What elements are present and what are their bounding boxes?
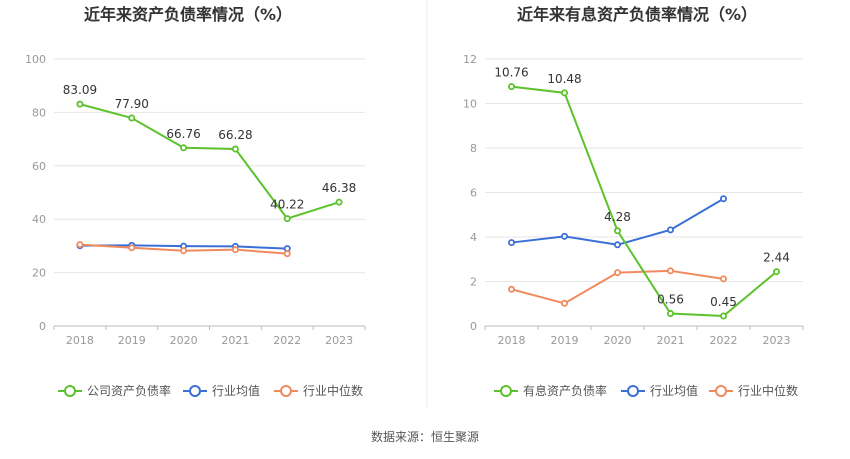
data-point (335, 198, 343, 206)
data-label: 46.38 (322, 181, 356, 195)
legend-label: 行业中位数 (738, 383, 798, 398)
y-tick-label: 20 (32, 267, 46, 280)
chart-panel-2: 近年来有息资产负债率情况（%） 0 2 4 6 8 10 12 2018 2019 2020 2021… (463, 5, 804, 398)
x-tick-label: 2020 (604, 334, 632, 347)
data-source-label: 数据来源：恒生聚源 (370, 430, 479, 444)
data-point (231, 145, 239, 153)
y-tick-label: 8 (470, 142, 477, 155)
legend-label: 行业均值 (650, 383, 698, 398)
data-point (507, 239, 515, 247)
series-line-1 (511, 85, 778, 318)
y-tick-label: 6 (470, 187, 477, 200)
y-tick-label: 40 (32, 213, 46, 226)
data-label: 66.76 (166, 127, 200, 141)
legend-marker (715, 385, 727, 397)
data-label: 77.90 (115, 97, 149, 111)
y-tick-label: 0 (39, 320, 46, 333)
legend-marker (189, 385, 201, 397)
legend-item-2[interactable]: 行业均值 (183, 383, 260, 398)
legend-label: 公司资产负债率 (87, 383, 171, 398)
legend-marker (280, 385, 292, 397)
data-label: 10.76 (494, 66, 528, 80)
data-point (667, 310, 675, 318)
legend-marker (500, 385, 512, 397)
data-label: 83.09 (63, 83, 97, 97)
data-point (667, 267, 675, 275)
y-tick-label: 0 (470, 320, 477, 333)
y-tick-label: 60 (32, 160, 46, 173)
data-label: 2.44 (763, 251, 790, 265)
data-point (614, 269, 622, 277)
x-tick-label: 2023 (763, 334, 791, 347)
data-label: 4.28 (604, 210, 631, 224)
data-point (720, 195, 728, 203)
data-point (76, 100, 84, 108)
data-point (128, 244, 136, 252)
data-point (561, 89, 569, 97)
data-label: 0.45 (710, 295, 737, 309)
data-point (507, 83, 515, 91)
chart-panel-1: 近年来资产负债率情况（%） 0 20 40 60 80 100 2018 2019 2020 202… (25, 5, 366, 398)
data-point (614, 241, 622, 249)
data-point (180, 247, 188, 255)
data-point (76, 241, 84, 249)
data-point (614, 227, 622, 235)
y-tick-label: 80 (32, 106, 46, 119)
x-tick-label: 2021 (657, 334, 685, 347)
y-tick-label: 10 (463, 98, 477, 111)
data-label: 66.28 (218, 128, 252, 142)
x-tick-label: 2019 (118, 334, 146, 347)
y-tick-label: 100 (25, 53, 46, 66)
data-point (128, 114, 136, 122)
legend-label: 行业中位数 (303, 383, 363, 398)
x-tick-label: 2021 (221, 334, 249, 347)
data-point (561, 232, 569, 240)
x-tick-label: 2022 (273, 334, 301, 347)
data-point (231, 246, 239, 254)
data-label: 40.22 (270, 198, 304, 212)
legend-marker (627, 385, 639, 397)
y-tick-label: 12 (463, 53, 477, 66)
x-tick-label: 2022 (710, 334, 738, 347)
x-tick-label: 2023 (325, 334, 353, 347)
data-point (720, 275, 728, 283)
data-point (667, 226, 675, 234)
x-tick-label: 2018 (66, 334, 94, 347)
data-point (283, 250, 291, 258)
data-point (180, 144, 188, 152)
legend-label: 有息资产负债率 (523, 383, 607, 398)
legend-item-1[interactable]: 有息资产负债率 (494, 383, 607, 398)
y-tick-label: 2 (470, 276, 477, 289)
data-label: 0.56 (657, 293, 684, 307)
series-line-1 (79, 103, 340, 220)
legend-label: 行业均值 (212, 383, 260, 398)
data-point (507, 285, 515, 293)
data-label: 10.48 (547, 72, 581, 86)
chart-title: 近年来有息资产负债率情况（%） (517, 5, 757, 24)
x-tick-label: 2020 (170, 334, 198, 347)
x-tick-label: 2019 (551, 334, 579, 347)
legend-item-2[interactable]: 行业均值 (621, 383, 698, 398)
data-point (773, 268, 781, 276)
data-point (720, 312, 728, 320)
legend-item-3[interactable]: 行业中位数 (274, 383, 363, 398)
x-tick-label: 2018 (498, 334, 526, 347)
data-point (561, 299, 569, 307)
chart-title: 近年来资产负债率情况（%） (84, 5, 292, 24)
y-tick-label: 4 (470, 231, 477, 244)
legend-marker (64, 385, 76, 397)
legend-item-1[interactable]: 公司资产负债率 (58, 383, 171, 398)
data-point (283, 215, 291, 223)
legend-item-3[interactable]: 行业中位数 (709, 383, 798, 398)
